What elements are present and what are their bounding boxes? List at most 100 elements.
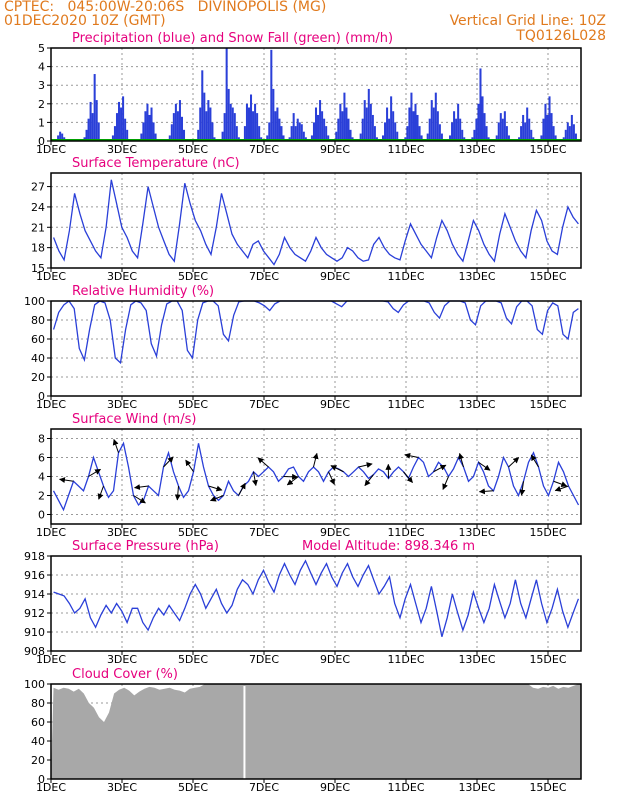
precip-ytick-label: 1 xyxy=(38,116,45,129)
wind-arrow xyxy=(286,476,299,486)
precip-xtick-label: 3DEC xyxy=(107,143,137,156)
precip-ytick-label: 4 xyxy=(38,61,45,74)
wind-arrow xyxy=(442,476,449,490)
precip-xtick-label: 9DEC xyxy=(320,143,350,156)
precip-bar xyxy=(410,92,413,141)
temp-xtick-label: 15DEC xyxy=(529,270,566,283)
temp-xtick-label: 7DEC xyxy=(249,270,279,283)
precip-bar xyxy=(483,113,486,141)
temp-line xyxy=(52,179,579,266)
precip-bar xyxy=(554,135,557,141)
wind-arrow xyxy=(519,481,526,496)
precip-bar xyxy=(337,118,340,141)
temp-ytick-label: 24 xyxy=(31,201,45,214)
precip-bar xyxy=(432,107,435,141)
precip-bar xyxy=(168,135,171,141)
precip-frame xyxy=(50,47,582,142)
precip-bar xyxy=(428,118,431,141)
pres-annotation: Model Altitude: 898.346 m xyxy=(302,539,475,554)
precip-bar xyxy=(323,118,326,141)
pres-xtick-label: 3DEC xyxy=(107,653,137,666)
precip-bar xyxy=(231,107,234,141)
rh-xtick-label: 13DEC xyxy=(458,398,495,411)
precip-bar xyxy=(154,133,157,141)
precip-xtick-label: 15DEC xyxy=(529,143,566,156)
temp-xtick-label: 5DEC xyxy=(178,270,208,283)
precip-bar xyxy=(371,114,374,141)
cloud-ytick-label: 40 xyxy=(31,735,45,748)
wind-xtick-label: 15DEC xyxy=(529,526,566,539)
temp-title: Surface Temperature (nC) xyxy=(72,156,240,171)
wind-ytick-label: 2 xyxy=(38,490,45,503)
wind-ytick-label: 8 xyxy=(38,433,45,446)
wind-xtick-label: 3DEC xyxy=(107,526,137,539)
precip-bar xyxy=(278,118,281,141)
header-grid-line: Vertical Grid Line: 10Z xyxy=(449,13,606,29)
precip-bar xyxy=(205,111,208,141)
precip-bar xyxy=(420,135,423,141)
precip-bar xyxy=(211,122,214,141)
precip-bar xyxy=(335,131,338,141)
precip-bar xyxy=(325,126,328,141)
pres-xtick-label: 5DEC xyxy=(178,653,208,666)
precip-bar xyxy=(528,118,531,141)
precip-bar xyxy=(436,111,439,141)
precip-bar xyxy=(199,107,202,141)
cloud-xtick-label: 9DEC xyxy=(320,781,350,794)
pres-ytick-label: 918 xyxy=(24,550,45,563)
precip-bar xyxy=(497,122,500,141)
pres-xtick-label: 7DEC xyxy=(249,653,279,666)
precip-bar xyxy=(89,101,92,141)
precip-bar xyxy=(361,118,364,141)
precip-bar xyxy=(438,124,441,141)
precip-bar xyxy=(140,133,143,141)
precip-bar xyxy=(180,116,183,141)
precip-bar xyxy=(550,113,553,141)
precip-bar xyxy=(451,122,454,141)
rh-ytick-label: 20 xyxy=(31,371,45,384)
precip-ytick-label: 3 xyxy=(38,79,45,92)
pres-xtick-label: 15DEC xyxy=(529,653,566,666)
wind-arrow xyxy=(283,473,299,480)
precip-bar xyxy=(542,118,545,141)
wind-arrow xyxy=(174,485,181,501)
cloud-ytick-label: 20 xyxy=(31,754,45,767)
cloud-ytick-label: 0 xyxy=(38,773,45,786)
cloud-xtick-label: 5DEC xyxy=(178,781,208,794)
precip-bar xyxy=(499,113,502,141)
wind-arrow xyxy=(252,471,258,487)
precip-bar xyxy=(258,126,261,141)
precip-bar xyxy=(245,103,248,141)
precip-bar xyxy=(457,103,460,141)
precip-bar xyxy=(270,49,273,141)
precip-bar xyxy=(520,126,523,141)
precip-bar xyxy=(501,118,504,141)
pres-ytick-label: 914 xyxy=(24,588,45,601)
pres-frame xyxy=(50,555,582,652)
precip-bar xyxy=(373,126,376,141)
wind-arrow xyxy=(134,484,149,491)
cloud-xtick-label: 11DEC xyxy=(387,781,424,794)
temp-xtick-label: 11DEC xyxy=(387,270,424,283)
precip-bar xyxy=(319,100,322,141)
wind-arrow xyxy=(458,452,464,468)
precip-bar xyxy=(434,92,437,141)
precip-bar xyxy=(254,103,257,141)
precip-bar xyxy=(384,122,387,141)
precip-bar xyxy=(566,122,569,141)
cloud-ytick-label: 80 xyxy=(31,697,45,710)
wind-arrow xyxy=(328,471,335,485)
precip-bar xyxy=(396,131,399,141)
precip-bar xyxy=(250,94,253,141)
precip-bar xyxy=(93,74,96,141)
precip-bar xyxy=(91,113,94,141)
precip-bar xyxy=(172,113,175,141)
wind-arrow xyxy=(554,485,569,492)
rh-ytick-label: 60 xyxy=(31,333,45,346)
wind-arrow xyxy=(133,495,146,504)
precip-bar xyxy=(359,133,362,141)
pres-line xyxy=(53,559,580,637)
precip-bar xyxy=(314,107,318,141)
cloud-xtick-label: 3DEC xyxy=(107,781,137,794)
